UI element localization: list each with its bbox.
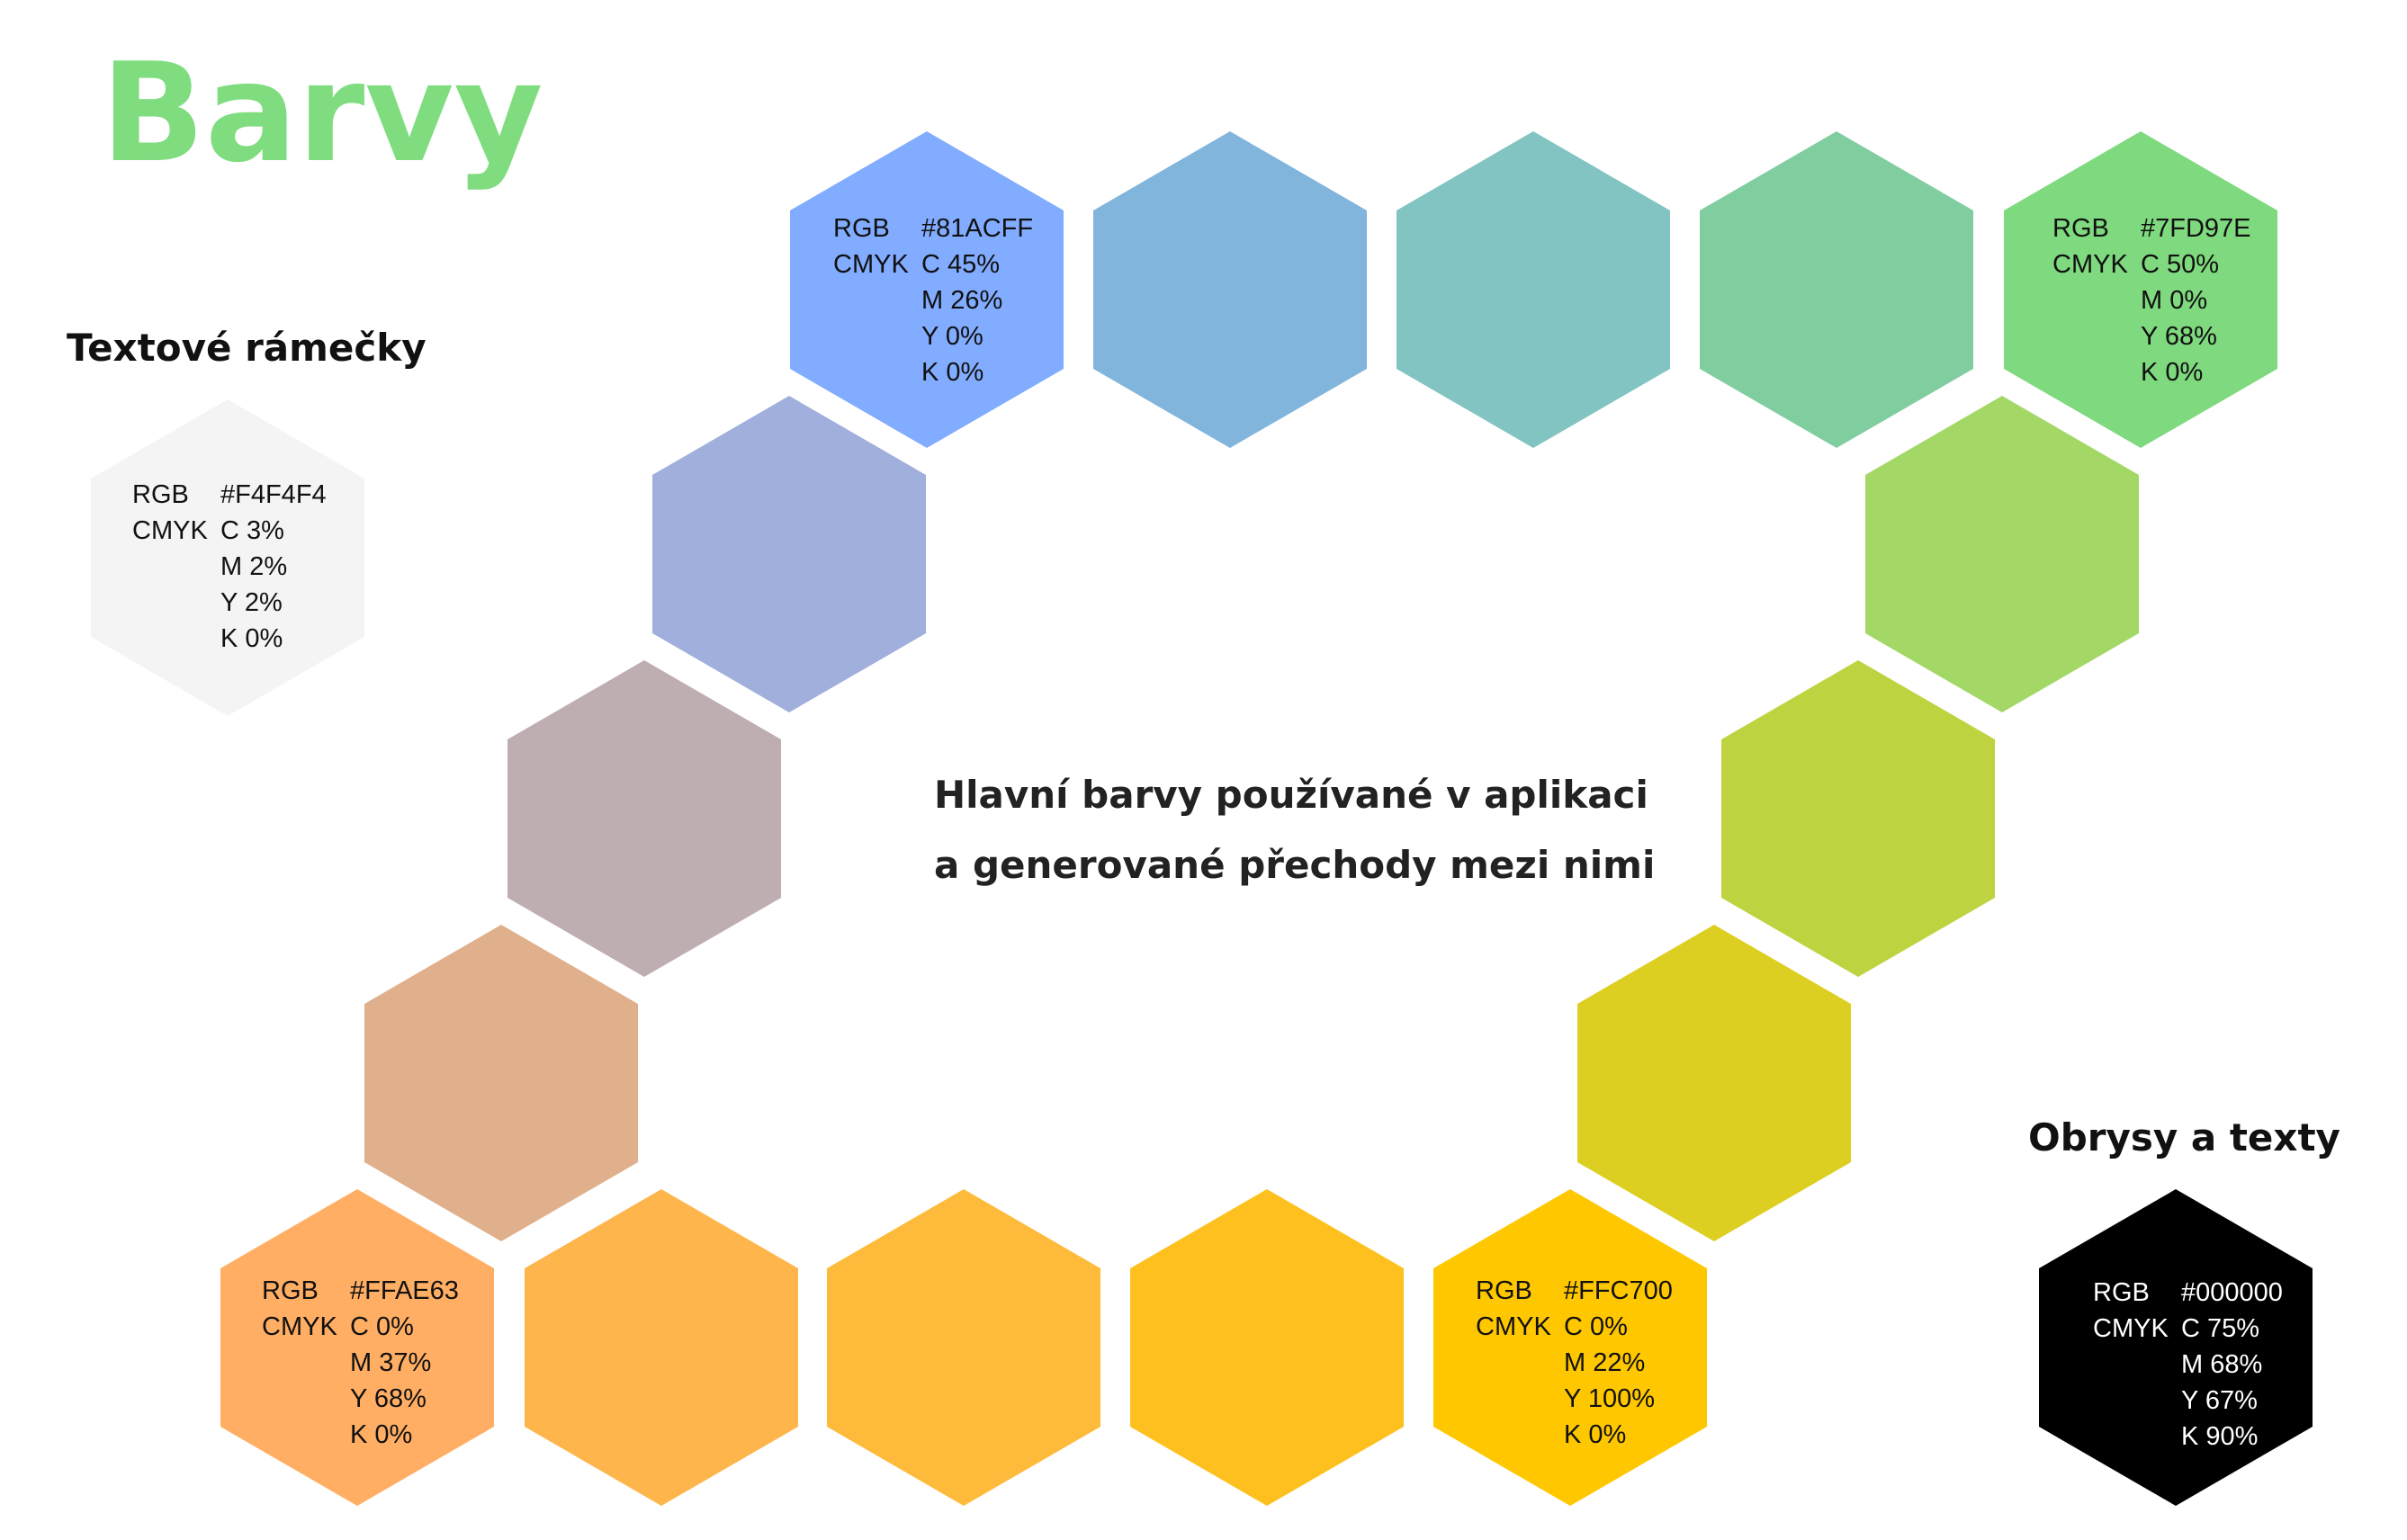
hex-light-green: [1865, 396, 2139, 712]
outlines-heading: Obrysy a texty: [2028, 1115, 2340, 1159]
cmyk-label: CMYK: [2052, 250, 2128, 279]
cyan-value: C 0%: [1564, 1312, 1628, 1341]
text-boxes-heading: Textové rámečky: [67, 326, 427, 370]
hex-lime: [1721, 660, 1995, 977]
key-value: K 0%: [921, 358, 984, 387]
swatch-gray-info: RGB CMYK #F4F4F4 C 3% M 2% Y 2% K 0%: [132, 477, 411, 653]
swatch-orange-info: RGB CMYK #FFAE63 C 0% M 37% Y 68% K 0%: [262, 1273, 541, 1449]
hex-black: [2039, 1189, 2313, 1506]
yellow-value: Y 100%: [1564, 1384, 1656, 1413]
page-title: Barvy: [101, 33, 543, 192]
yellow-value: Y 68%: [350, 1384, 427, 1413]
hex-value: #F4F4F4: [220, 480, 327, 509]
yellow-value: Y 2%: [220, 588, 283, 617]
key-value: K 0%: [1564, 1420, 1627, 1449]
hex-blue: [790, 131, 1064, 448]
yellow-value: Y 67%: [2181, 1386, 2258, 1415]
hex-orange-2: [525, 1189, 798, 1506]
magenta-value: M 37%: [350, 1348, 432, 1377]
description-line-2: a generované přechody mezi nimi: [934, 842, 1656, 887]
hex-mauve: [507, 660, 781, 977]
hex-value: #FFC700: [1564, 1276, 1673, 1305]
swatch-black-info: RGB CMYK #000000 C 75% M 68% Y 67% K 90%: [2093, 1275, 2372, 1451]
rgb-label: RGB: [2093, 1278, 2150, 1307]
rgb-label: RGB: [262, 1276, 319, 1305]
magenta-value: M 2%: [220, 552, 288, 581]
magenta-value: M 68%: [2181, 1350, 2263, 1379]
hex-amber: [1130, 1189, 1404, 1506]
palette-description: Hlavní barvy používané v aplikaci a gene…: [934, 760, 1655, 900]
swatch-green-info: RGB CMYK #7FD97E C 50% M 0% Y 68% K 0%: [2052, 210, 2331, 387]
hex-olive-yellow: [1577, 925, 1851, 1241]
cmyk-label: CMYK: [262, 1312, 337, 1341]
hex-gray: [91, 399, 364, 716]
swatch-yellow-info: RGB CMYK #FFC700 C 0% M 22% Y 100% K 0%: [1476, 1273, 1755, 1449]
hex-tan: [364, 925, 638, 1241]
hex-teal-green: [1700, 131, 1973, 448]
hex-teal: [1397, 131, 1670, 448]
swatch-blue-info: RGB CMYK #81ACFF C 45% M 26% Y 0% K 0%: [833, 210, 1112, 387]
rgb-label: RGB: [2052, 214, 2109, 243]
cmyk-label: CMYK: [2093, 1314, 2169, 1343]
cyan-value: C 75%: [2181, 1314, 2260, 1343]
hex-yellow: [1433, 1189, 1707, 1506]
hex-orange: [220, 1189, 494, 1506]
key-value: K 0%: [350, 1420, 413, 1449]
cyan-value: C 45%: [921, 250, 1001, 279]
hex-blue-teal: [1093, 131, 1367, 448]
rgb-label: RGB: [833, 214, 890, 243]
hex-orange-3: [827, 1189, 1100, 1506]
magenta-value: M 22%: [1564, 1348, 1646, 1377]
yellow-value: Y 0%: [921, 322, 983, 351]
description-line-1: Hlavní barvy používané v aplikaci: [934, 773, 1648, 817]
hex-value: #81ACFF: [921, 214, 1034, 243]
key-value: K 0%: [220, 624, 283, 653]
rgb-label: RGB: [1476, 1276, 1532, 1305]
rgb-label: RGB: [132, 480, 189, 509]
cyan-value: C 50%: [2141, 250, 2220, 279]
hex-value: #000000: [2181, 1278, 2283, 1307]
cmyk-label: CMYK: [132, 516, 208, 545]
magenta-value: M 26%: [921, 286, 1003, 315]
key-value: K 0%: [2141, 358, 2204, 387]
key-value: K 90%: [2181, 1422, 2259, 1451]
cyan-value: C 0%: [350, 1312, 414, 1341]
hex-lavender: [652, 396, 926, 712]
yellow-value: Y 68%: [2141, 322, 2217, 351]
magenta-value: M 0%: [2141, 286, 2208, 315]
cmyk-label: CMYK: [833, 250, 909, 279]
hex-value: #FFAE63: [350, 1276, 459, 1305]
hex-green: [2004, 131, 2277, 448]
cyan-value: C 3%: [220, 516, 284, 545]
hex-value: #7FD97E: [2141, 214, 2251, 243]
cmyk-label: CMYK: [1476, 1312, 1551, 1341]
